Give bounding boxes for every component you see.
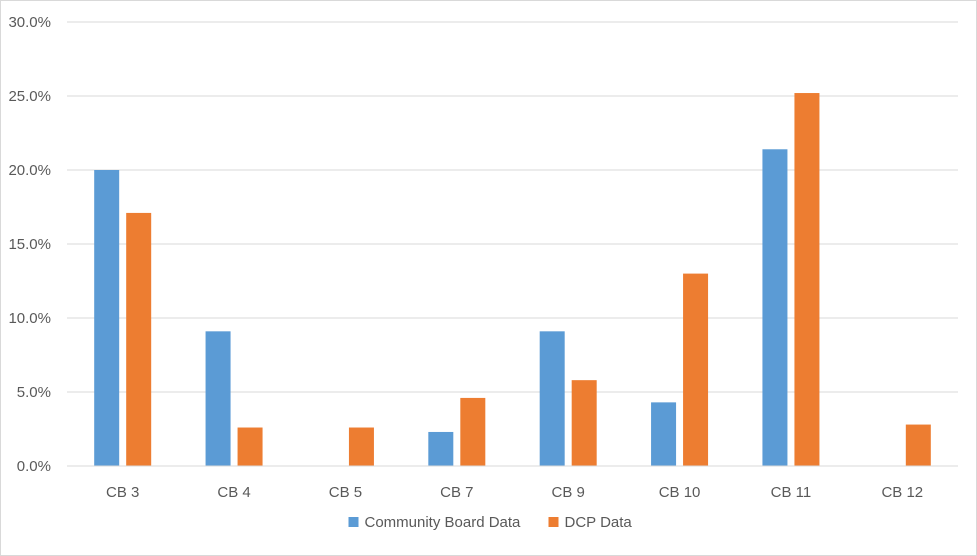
- bar-dcp-cb7: [460, 397, 486, 466]
- x-tick-label: CB 10: [659, 484, 701, 501]
- x-tick-label: CB 9: [552, 484, 585, 501]
- bar-dcp-cb4: [237, 427, 263, 466]
- x-tick-label: CB 4: [217, 484, 250, 501]
- y-tick-label: 20.0%: [8, 162, 51, 179]
- bar-community-board-cb10: [651, 402, 677, 466]
- x-tick-label: CB 3: [106, 484, 139, 501]
- y-tick-label: 25.0%: [8, 88, 51, 105]
- legend: Community Board Data DCP Data: [348, 514, 633, 531]
- bar-dcp-cb3: [126, 212, 152, 466]
- gridlines: [67, 21, 958, 393]
- legend-swatch: [548, 517, 559, 527]
- legend-swatch: [348, 517, 359, 527]
- y-tick-label: 0.0%: [17, 458, 51, 475]
- bar-dcp-cb5: [348, 427, 374, 466]
- bar-community-board-cb7: [428, 431, 454, 466]
- legend-label: DCP Data: [565, 514, 633, 531]
- y-tick-label: 15.0%: [8, 236, 51, 253]
- x-tick-label: CB 12: [881, 484, 923, 501]
- bar-community-board-cb4: [205, 331, 231, 466]
- x-tick-label: CB 11: [771, 484, 812, 501]
- bar-dcp-cb9: [571, 380, 597, 466]
- bar-dcp-cb12: [905, 424, 931, 466]
- x-axis-ticks: CB 3 CB 4 CB 5 CB 7 CB 9 CB 10 CB 11 CB 12: [106, 484, 923, 501]
- bars: [94, 93, 931, 466]
- y-tick-label: 10.0%: [8, 310, 51, 327]
- bar-dcp-cb11: [794, 93, 820, 466]
- legend-label: Community Board Data: [365, 514, 522, 531]
- bar-community-board-cb3: [94, 170, 120, 466]
- x-tick-label: CB 5: [329, 484, 362, 501]
- bar-community-board-cb11: [762, 149, 788, 466]
- y-axis-ticks: 0.0% 5.0% 10.0% 15.0% 20.0% 25.0% 30.0%: [8, 14, 51, 475]
- bar-dcp-cb10: [683, 273, 709, 466]
- y-tick-label: 5.0%: [17, 384, 51, 401]
- x-tick-label: CB 7: [440, 484, 473, 501]
- bar-community-board-cb9: [539, 331, 565, 466]
- y-tick-label: 30.0%: [8, 14, 51, 31]
